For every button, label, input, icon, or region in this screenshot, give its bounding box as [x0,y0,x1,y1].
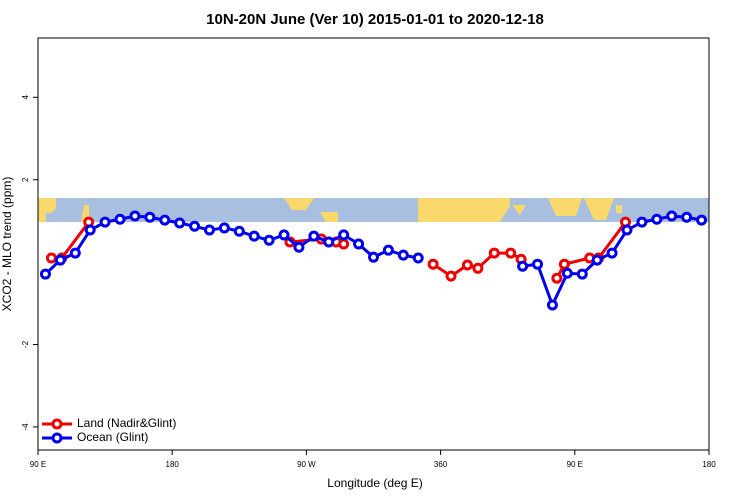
data-point [461,259,473,271]
data-point [517,260,529,272]
data-point [248,230,260,242]
x-tick-label: 360 [434,460,448,469]
series-line [522,214,702,309]
data-point [84,224,96,236]
data-point [606,247,618,259]
data-point [45,252,57,264]
data-point [233,225,245,237]
data-point [412,252,424,264]
x-tick-label: 180 [702,460,716,469]
data-point [551,272,563,284]
data-point [561,267,573,279]
data-point [397,249,409,261]
data-point [353,238,365,250]
data-point [99,216,111,228]
data-point [39,268,51,280]
data-point [696,214,708,226]
data-point [278,229,290,241]
y-tick-label: -4 [21,423,30,431]
data-point [532,258,544,270]
data-point [293,241,305,253]
data-point [69,247,81,259]
chart-title: 10N-20N June (Ver 10) 2015-01-01 to 2020… [206,11,544,28]
x-tick-label: 180 [166,460,180,469]
data-point [666,210,678,222]
data-point [323,236,335,248]
data-point [505,247,517,259]
data-point [218,222,230,234]
data-point [338,229,350,241]
data-point [203,224,215,236]
y-tick-label: -2 [21,340,30,348]
data-point [651,213,663,225]
data-point [621,224,633,236]
data-point [338,238,350,250]
data-point [144,211,156,223]
data-point [263,234,275,246]
y-tick-label: 4 [21,95,30,100]
data-point [576,268,588,280]
x-tick-label: 90 E [567,460,583,469]
data-point [445,270,457,282]
x-tick-label: 90 E [30,460,46,469]
data-point [546,299,558,311]
data-point [189,220,201,232]
x-axis-label: Longitude (deg E) [327,476,422,490]
data-point [488,247,500,259]
data-point [472,262,484,274]
data-point [129,210,141,222]
data-point [368,251,379,263]
data-point [382,244,394,256]
data-point [681,211,693,223]
y-axis-label: XCO2 - MLO trend (ppm) [0,177,14,312]
legend-label: Land (Nadir&Glint) [77,416,176,430]
data-point [114,213,126,225]
legend-marker [51,418,63,430]
plot-frame [37,37,710,451]
data-point [636,216,648,228]
legend-marker [51,432,63,444]
data-point [308,230,320,242]
data-point [159,214,171,226]
x-tick-label: 90 W [297,460,316,469]
data-point [174,217,186,229]
legend-label: Ocean (Glint) [77,430,148,444]
data-point [54,254,66,266]
data-point [591,254,603,266]
data-point [427,258,439,270]
y-tick-label: 2 [21,177,30,182]
data-point [558,258,570,270]
